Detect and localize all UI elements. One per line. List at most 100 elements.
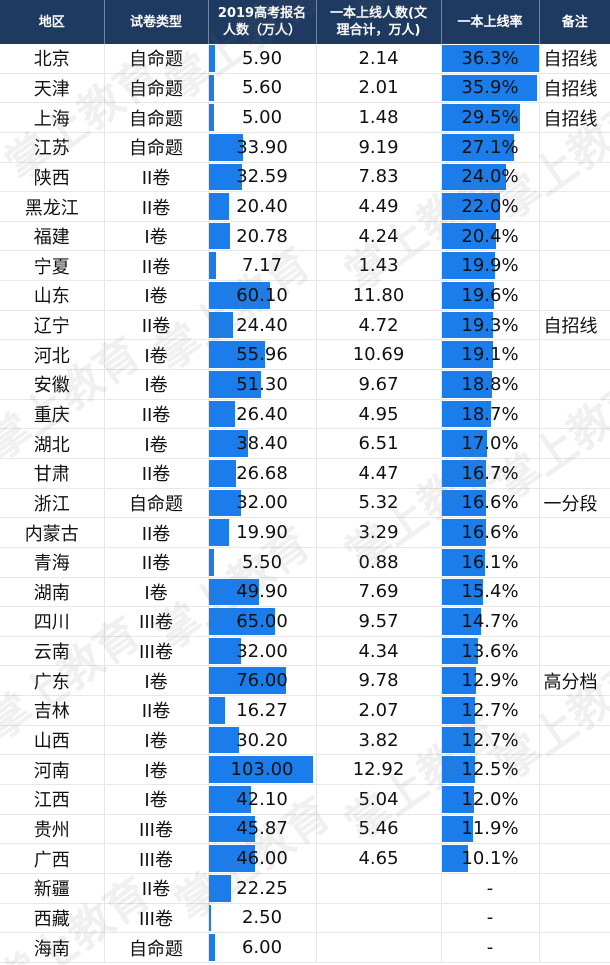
applicants-cell: 76.00 [208, 665, 317, 697]
table-row: 黑龙江 II卷 20.40 4.49 22.0% [0, 191, 610, 222]
region-cell: 湖北 [0, 428, 105, 459]
applicants-value: 26.68 [236, 462, 288, 484]
first-tier-cell: 4.72 [316, 310, 442, 341]
first-tier-cell [316, 873, 442, 904]
rate-cell: - [441, 932, 540, 963]
applicants-cell: 26.40 [208, 399, 317, 430]
applicants-bar [208, 311, 234, 339]
rate-bar [441, 430, 487, 457]
applicants-value: 51.30 [236, 373, 288, 395]
region-cell: 广东 [0, 665, 105, 697]
header-first-tier: 一本上线人数(文 理合计，万人) [316, 0, 442, 44]
applicants-bar [208, 489, 242, 517]
paper-type-cell: I卷 [104, 369, 209, 400]
rate-cell: 19.6% [441, 280, 540, 311]
rate-cell: 19.1% [441, 339, 540, 371]
table-row: 河北 I卷 55.96 10.69 19.1% [0, 339, 610, 371]
table-row: 山西 I卷 30.20 3.82 12.7% [0, 725, 610, 756]
table-row: 江苏 自命题 33.90 9.19 27.1% [0, 132, 610, 163]
applicants-bar [208, 519, 229, 546]
paper-type-cell: 自命题 [104, 44, 209, 74]
applicants-value: 5.90 [241, 47, 283, 69]
first-tier-cell: 4.24 [316, 221, 442, 252]
rate-value: 11.9% [461, 818, 519, 840]
rate-cell: 20.4% [441, 221, 540, 252]
rate-bar [441, 548, 485, 576]
rate-bar [441, 726, 476, 754]
rate-cell: 18.8% [441, 369, 540, 400]
rate-bar [441, 400, 492, 428]
table-row: 上海 自命题 5.00 1.48 29.5% 自招线 [0, 102, 610, 133]
table-row: 福建 I卷 20.78 4.24 20.4% [0, 221, 610, 252]
rate-cell: 13.6% [441, 636, 540, 667]
rate-cell: 19.9% [441, 250, 540, 282]
applicants-bar [208, 252, 216, 280]
rate-cell: 35.9% [441, 73, 540, 104]
rate-value: 16.6% [461, 522, 519, 544]
paper-type-cell: 自命题 [104, 102, 209, 133]
applicants-cell: 26.68 [208, 458, 317, 489]
rate-cell: 14.7% [441, 606, 540, 637]
rate-bar [441, 815, 474, 843]
rate-bar [441, 222, 496, 250]
applicants-cell: 33.90 [208, 132, 317, 163]
applicants-value: 46.00 [236, 848, 288, 870]
rate-cell: 12.0% [441, 784, 540, 815]
note-cell [539, 784, 610, 815]
rate-value: 19.1% [461, 344, 519, 366]
rate-value: 12.7% [461, 729, 519, 751]
applicants-cell: 30.20 [208, 725, 317, 756]
note-cell: 自招线 [539, 73, 610, 104]
rate-value: 12.7% [461, 699, 519, 721]
region-cell: 江西 [0, 784, 105, 815]
paper-type-cell: 自命题 [104, 488, 209, 519]
applicants-value: 5.00 [241, 107, 283, 129]
applicants-cell: 32.00 [208, 636, 317, 667]
rate-value: 35.9% [461, 77, 519, 99]
region-cell: 四川 [0, 606, 105, 637]
table-row: 海南 自命题 6.00 - [0, 932, 610, 963]
applicants-value: 65.00 [236, 610, 288, 632]
first-tier-cell: 9.78 [316, 665, 442, 697]
applicants-bar [208, 845, 256, 872]
paper-type-cell: I卷 [104, 754, 209, 786]
paper-type-cell: II卷 [104, 517, 209, 548]
rate-value: - [486, 907, 494, 929]
table-row: 重庆 II卷 26.40 4.95 18.7% [0, 399, 610, 430]
paper-type-cell: II卷 [104, 162, 209, 193]
applicants-bar [208, 726, 240, 754]
region-cell: 西藏 [0, 903, 105, 934]
region-cell: 海南 [0, 932, 105, 963]
region-cell: 黑龙江 [0, 191, 105, 222]
applicants-bar [208, 874, 232, 902]
paper-type-cell: I卷 [104, 280, 209, 311]
table-row: 广东 I卷 76.00 9.78 12.9% 高分档 [0, 665, 610, 697]
applicants-cell: 24.40 [208, 310, 317, 341]
region-cell: 青海 [0, 547, 105, 578]
rate-bar [441, 311, 494, 339]
paper-type-cell: II卷 [104, 310, 209, 341]
region-cell: 云南 [0, 636, 105, 667]
table-row: 新疆 II卷 22.25 - [0, 873, 610, 904]
applicants-value: 30.20 [236, 729, 288, 751]
rate-value: 16.7% [461, 462, 519, 484]
paper-type-cell: II卷 [104, 547, 209, 578]
paper-type-cell: I卷 [104, 577, 209, 608]
rate-value: 27.1% [461, 136, 519, 158]
rate-bar [441, 578, 483, 606]
applicants-bar [208, 104, 214, 131]
rate-value: 10.1% [461, 848, 519, 870]
rate-bar [441, 756, 475, 784]
paper-type-cell: III卷 [104, 636, 209, 667]
paper-type-cell: III卷 [104, 843, 209, 874]
first-tier-cell: 11.80 [316, 280, 442, 311]
note-cell: 自招线 [539, 44, 610, 74]
applicants-cell: 46.00 [208, 843, 317, 874]
applicants-value: 103.00 [230, 759, 294, 781]
region-cell: 辽宁 [0, 310, 105, 341]
paper-type-cell: I卷 [104, 221, 209, 252]
rate-cell: 12.9% [441, 665, 540, 697]
rate-cell: 11.9% [441, 814, 540, 845]
header-first-tier-line2: 理合计，万人) [336, 23, 421, 38]
rate-value: 12.0% [461, 788, 519, 810]
